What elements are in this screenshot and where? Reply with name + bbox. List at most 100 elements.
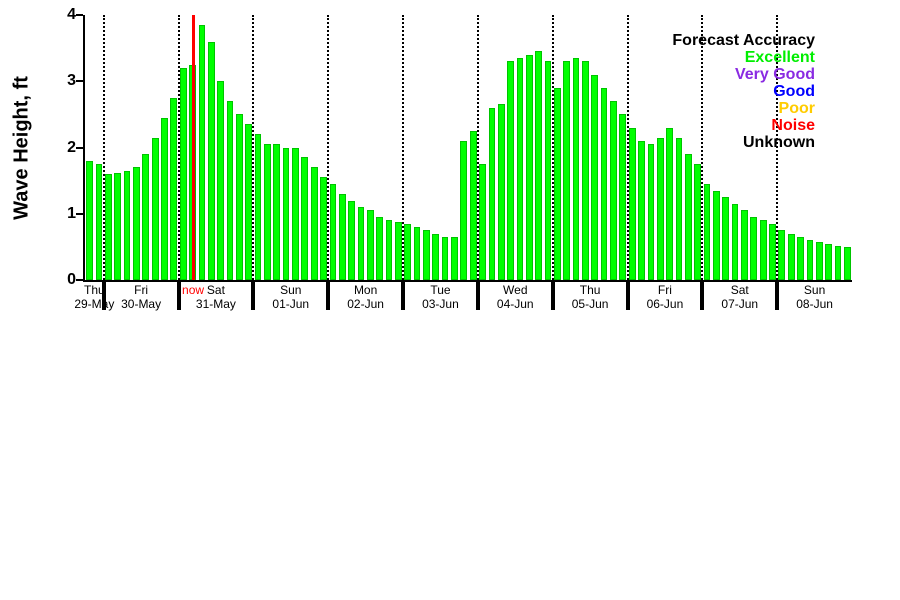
day-tick-mark <box>101 282 106 310</box>
legend-title: Forecast Accuracy <box>672 32 815 49</box>
day-date: 30-May <box>121 297 162 311</box>
wave-bar <box>460 140 468 280</box>
wave-bar <box>684 154 692 280</box>
day-boundary-gridline <box>327 15 330 280</box>
wave-bar <box>815 241 823 280</box>
wave-bar <box>123 170 131 280</box>
wave-bar <box>694 164 702 280</box>
wave-bar <box>217 81 224 280</box>
wave-bar <box>133 167 140 280</box>
y-tick-label: 3 <box>67 72 76 90</box>
day-name: Sun <box>803 283 826 297</box>
day-name: Sat <box>206 283 225 297</box>
day-date: 02-Jun <box>347 297 384 311</box>
day-name: Sat <box>730 283 749 297</box>
wave-bar <box>619 114 627 280</box>
wave-bar <box>553 87 561 280</box>
wave-bar <box>666 127 673 280</box>
day-label: Fri 30-May <box>99 283 183 311</box>
wave-bar <box>142 154 150 280</box>
wave-bar <box>722 197 730 280</box>
now-label: now <box>182 283 205 297</box>
wave-bar <box>582 61 589 280</box>
legend-entry-very-good: Very Good <box>734 66 815 83</box>
day-tick-mark <box>625 282 630 310</box>
wave-bar <box>170 97 178 280</box>
day-tick-mark <box>475 282 480 310</box>
day-name: Fri <box>657 283 672 297</box>
day-tick-mark <box>550 282 555 310</box>
wave-bar <box>488 107 496 280</box>
wave-bar <box>301 157 309 280</box>
day-tick-mark <box>251 282 256 310</box>
wave-bar <box>226 101 234 280</box>
day-date: 31-May <box>195 297 236 311</box>
y-tick-mark <box>76 146 83 149</box>
day-date: 04-Jun <box>496 297 534 311</box>
legend-entry-unknown: Unknown <box>743 134 815 151</box>
wave-bar <box>628 127 636 280</box>
day-name: Wed <box>503 283 528 297</box>
day-name: Mon <box>353 283 378 297</box>
wave-bar <box>656 137 664 280</box>
wave-bar <box>750 217 758 280</box>
wave-bar <box>806 240 814 280</box>
wave-bar <box>282 147 290 280</box>
wave-bar <box>778 230 786 280</box>
wave-bar <box>797 236 804 280</box>
day-tick-mark <box>775 282 780 310</box>
wave-bar <box>713 190 720 280</box>
day-label: Thu 05-Jun <box>548 283 632 311</box>
day-date: 08-Jun <box>796 297 833 311</box>
day-label: Mon 02-Jun <box>324 283 408 311</box>
day-date: 03-Jun <box>422 297 459 311</box>
wave-bar <box>329 183 337 280</box>
wave-bar <box>366 210 374 280</box>
day-name: Tue <box>430 283 451 297</box>
day-boundary-gridline <box>776 15 779 280</box>
wave-bar <box>348 200 355 280</box>
day-boundary-gridline <box>102 15 105 280</box>
wave-bar <box>86 160 94 280</box>
day-label: Sun 01-Jun <box>249 283 333 311</box>
wave-bar <box>310 167 318 280</box>
legend-entry-excellent: Excellent <box>744 49 815 66</box>
day-date: 05-Jun <box>571 297 609 311</box>
wave-bar <box>432 233 440 280</box>
wave-bar <box>525 54 533 280</box>
day-label: Sat 07-Jun <box>698 283 782 311</box>
wave-bar <box>207 41 215 280</box>
wave-bar <box>357 207 365 280</box>
wave-bar <box>497 104 505 280</box>
day-boundary-gridline <box>551 15 554 280</box>
wave-bar <box>292 147 299 280</box>
y-axis-line <box>83 15 85 282</box>
y-tick-label: 1 <box>67 204 76 222</box>
wave-bar <box>469 130 477 280</box>
legend: Forecast Accuracy Excellent Very Good Good… <box>672 32 815 151</box>
y-tick-mark <box>76 279 83 281</box>
wave-bar <box>479 164 486 280</box>
wave-bar <box>161 117 168 280</box>
wave-bar <box>95 164 103 280</box>
wave-bar <box>245 124 253 280</box>
day-date: 07-Jun <box>721 297 759 311</box>
wave-bar <box>843 246 851 280</box>
day-date: 06-Jun <box>646 297 684 311</box>
wave-bar <box>563 61 571 280</box>
wave-bar <box>423 230 430 280</box>
wave-bar <box>516 58 524 280</box>
wave-bar <box>507 61 514 280</box>
wave-bar <box>647 144 655 280</box>
legend-entry-poor: Poor <box>778 100 815 117</box>
wave-bar <box>394 221 402 280</box>
day-label: Fri 06-Jun <box>623 283 707 311</box>
wave-bar <box>638 140 645 280</box>
wave-bar <box>114 172 122 280</box>
wave-bar <box>198 24 206 280</box>
wave-bar <box>703 183 711 280</box>
wave-bar <box>731 203 739 280</box>
day-boundary-gridline <box>476 15 479 280</box>
wave-bar <box>320 177 327 280</box>
